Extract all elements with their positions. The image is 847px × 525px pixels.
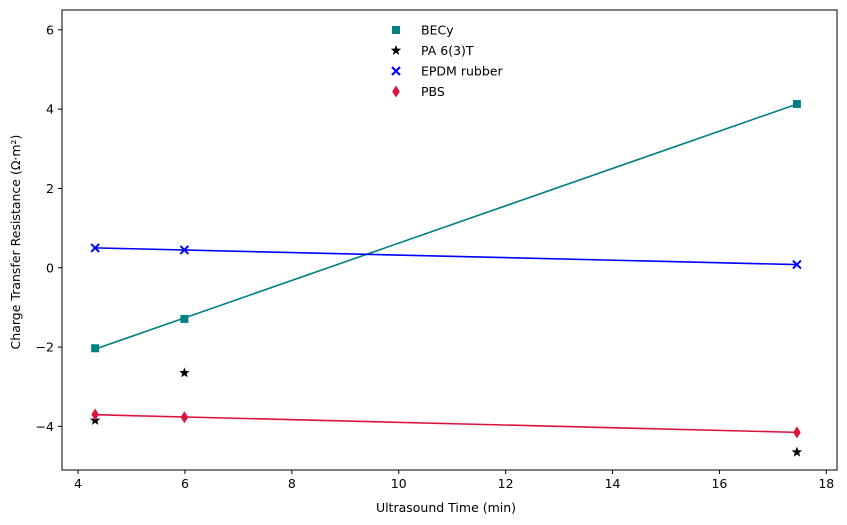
data-point-epdm-rubber bbox=[792, 259, 802, 270]
fit-lines bbox=[94, 103, 798, 434]
y-tick-label: −4 bbox=[36, 419, 54, 434]
x-tick-label: 4 bbox=[74, 476, 82, 491]
legend-marker-epdm-rubber-stroke bbox=[391, 66, 401, 76]
fit-line-pbs bbox=[95, 413, 797, 434]
x-tick-label: 18 bbox=[818, 476, 834, 491]
data-point-epdm-rubber bbox=[179, 245, 190, 255]
data-point-epdm-rubber-stroke bbox=[90, 243, 100, 253]
y-tick-label: 4 bbox=[46, 102, 54, 117]
legend-label-pbs: PBS bbox=[421, 84, 445, 99]
data-point-pa-6-3-t bbox=[179, 367, 190, 378]
data-point-epdm-rubber-stroke bbox=[792, 259, 802, 270]
legend-marker-pbs bbox=[392, 85, 400, 98]
legend-marker-pa-6-3-t bbox=[390, 45, 402, 55]
legend-marker-becy bbox=[392, 26, 400, 34]
data-point-pa-6-3-t bbox=[791, 446, 803, 457]
x-tick-label: 8 bbox=[288, 476, 296, 491]
legend-label-pa-6-3-t: PA 6(3)T bbox=[421, 43, 474, 58]
data-point-epdm-rubber bbox=[90, 243, 100, 253]
x-tick-label: 16 bbox=[711, 476, 727, 491]
data-markers bbox=[89, 99, 803, 457]
y-tick-label: 6 bbox=[46, 22, 54, 37]
legend: BECy PA 6(3)T EPDM rubber PBS bbox=[390, 23, 503, 99]
data-point-becy bbox=[180, 314, 189, 323]
y-tick-label: 2 bbox=[46, 181, 54, 196]
data-point-epdm-rubber-stroke bbox=[179, 245, 190, 255]
legend-label-epdm-rubber: EPDM rubber bbox=[421, 64, 503, 79]
data-point-becy bbox=[91, 344, 100, 353]
x-tick-label: 14 bbox=[605, 476, 621, 491]
data-point-pbs bbox=[91, 408, 99, 421]
data-point-becy bbox=[792, 99, 801, 108]
x-tick-label: 10 bbox=[391, 476, 407, 491]
data-point-pbs bbox=[793, 426, 801, 439]
fit-line-epdm-rubber bbox=[95, 247, 797, 266]
legend-marker-epdm-rubber bbox=[391, 66, 401, 76]
legend-label-becy: BECy bbox=[421, 23, 454, 38]
y-axis-label: Charge Transfer Resistance (Ω·m²) bbox=[8, 135, 23, 350]
plot-frame bbox=[61, 9, 838, 471]
fit-line-becy bbox=[94, 103, 798, 350]
y-tick-label: 0 bbox=[46, 260, 54, 275]
axis-ticks: 4 6 8 10 12 14 16 18 −4 −2 0 2 4 6 bbox=[36, 22, 835, 491]
x-axis-label: Ultrasound Time (min) bbox=[376, 500, 516, 515]
x-tick-label: 12 bbox=[498, 476, 514, 491]
x-tick-label: 6 bbox=[181, 476, 189, 491]
y-tick-label: −2 bbox=[36, 340, 54, 355]
data-point-pbs bbox=[180, 411, 189, 424]
